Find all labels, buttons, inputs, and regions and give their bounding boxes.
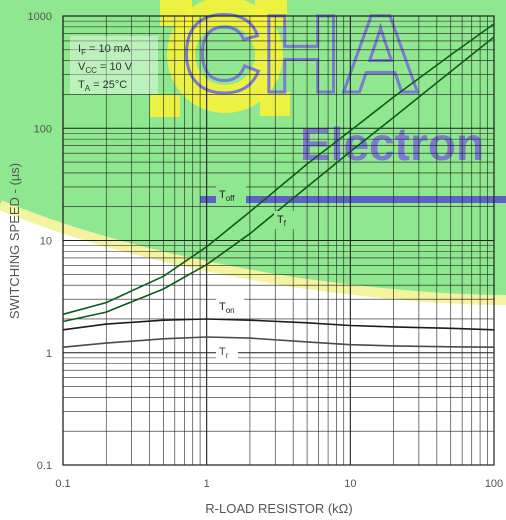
series-curves	[62, 23, 495, 348]
gear-logo-icon	[150, 0, 290, 117]
y-axis-label: SWITCHING SPEED - (µs)	[7, 163, 22, 319]
y-tick-label: 1	[46, 348, 52, 360]
y-tick-label: 100	[34, 123, 52, 135]
tick-labels: 0.1 1 10 100 0.1 1 10 100 1000	[28, 11, 504, 490]
chart-grid	[62, 16, 494, 466]
label-ton: Ton	[219, 301, 235, 315]
y-tick-label: 10	[40, 236, 52, 248]
condition-if: IF = 10 mA	[78, 43, 131, 57]
watermark-swoosh	[0, 205, 506, 520]
condition-vcc: VCC = 10 V	[78, 61, 133, 75]
watermark-subbrand: Electron	[300, 118, 484, 170]
watermark-band	[200, 196, 506, 203]
y-tick-label: 1000	[28, 11, 52, 23]
watermark-swoosh-band	[0, 200, 506, 305]
curve-tf	[62, 36, 495, 323]
x-axis-label: R-LOAD RESISTOR (kΩ)	[205, 501, 352, 516]
plot-frame	[62, 15, 495, 466]
curve-toff	[62, 23, 495, 316]
x-tick-label: 100	[485, 478, 503, 490]
series-labels: Toff Tf Ton Tr	[216, 186, 294, 361]
label-toff: Toff	[219, 189, 235, 203]
conditions-box: IF = 10 mA VCC = 10 V TA = 25°C	[70, 36, 158, 94]
conditions-background	[70, 36, 158, 94]
watermark-brand: CHA	[182, 0, 420, 116]
curve-tr	[62, 336, 495, 348]
y-tick-label: 0.1	[37, 460, 52, 472]
x-tick-label: 10	[344, 478, 356, 490]
curve-ton	[62, 318, 495, 331]
label-tr: Tr	[219, 346, 229, 360]
condition-ta: TA = 25°C	[78, 79, 127, 93]
x-tick-label: 1	[204, 478, 210, 490]
x-tick-label: 0.1	[55, 478, 70, 490]
label-tf: Tf	[277, 214, 287, 228]
